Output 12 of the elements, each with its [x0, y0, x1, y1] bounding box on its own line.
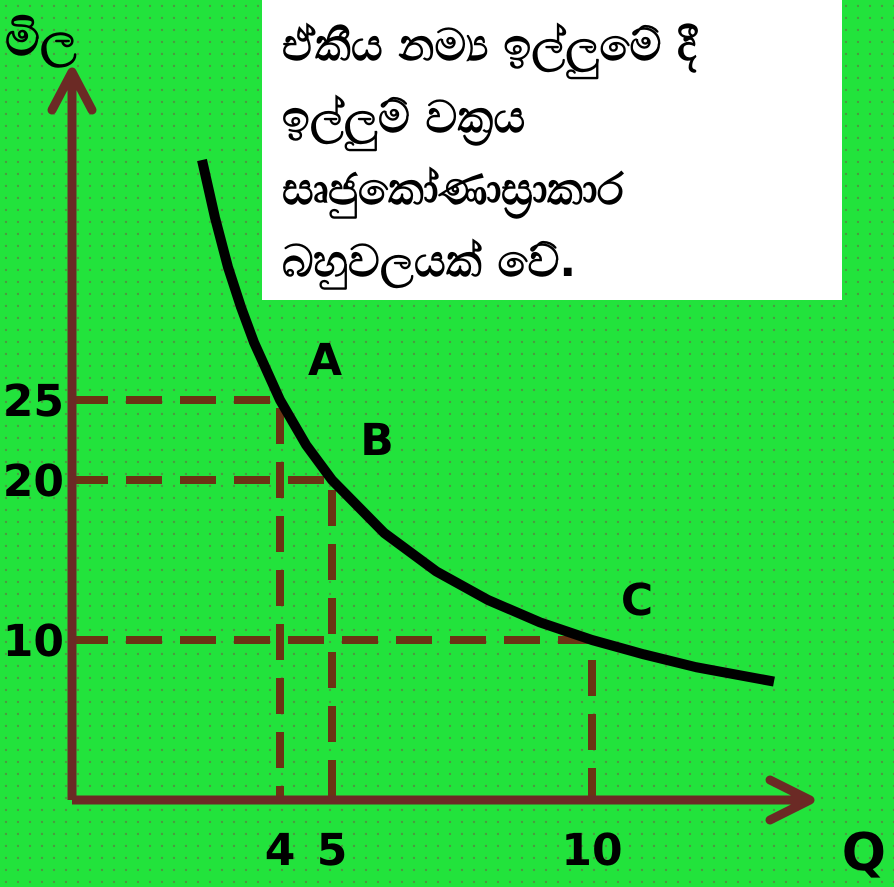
x-tick-label: 4: [264, 825, 296, 876]
x-tick-label: 5: [316, 825, 348, 876]
y-tick-label: 25: [2, 376, 64, 427]
annotation: B: [360, 415, 394, 466]
x-axis-title: Q: [842, 823, 886, 883]
x-tick-label: 10: [561, 825, 623, 876]
y-tick-label: 20: [2, 456, 64, 507]
text: ඒකීය නම්‍ය ඉල්ලුමේ දී ඉල්ලුම් වක්‍රය සෘජුකෝණාස්‍රාකාර බහුවලයක් වේ.: [282, 20, 698, 290]
y-tick-label: 10: [2, 616, 64, 667]
annotation: A: [308, 335, 342, 386]
annotation: C: [620, 575, 654, 626]
y-axis-title: මිල: [5, 11, 77, 68]
